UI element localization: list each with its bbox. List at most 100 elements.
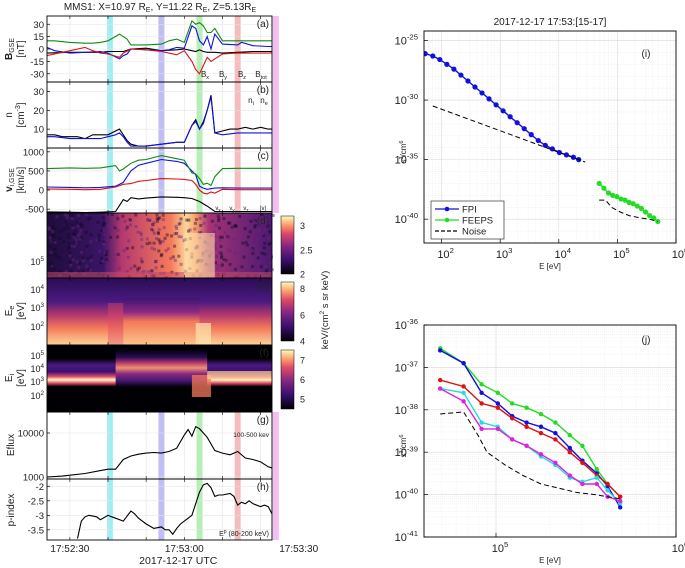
- spectrogram-pixel: [108, 229, 112, 233]
- spectrogram-pixel: [188, 228, 192, 232]
- spectrogram-pixel: [50, 264, 54, 268]
- data-point-FPI: [514, 120, 520, 126]
- spectrogram-pixel: [242, 255, 246, 259]
- x-tick-label: 105: [613, 246, 630, 261]
- series-line-Bx: [47, 47, 272, 54]
- spectrogram-pixel: [151, 223, 155, 227]
- data-point-magenta: [510, 437, 515, 442]
- spectrogram-pixel: [73, 233, 77, 237]
- spectrogram-pixel: [193, 221, 197, 225]
- spectrogram-pixel: [161, 213, 165, 217]
- spectrogram-pixel: [100, 261, 104, 265]
- x-tick-label: 17:52:30: [50, 544, 89, 555]
- spectrogram-pixel: [68, 251, 72, 255]
- spectrogram-pixel: [216, 214, 220, 218]
- spectrogram-pixel: [156, 231, 160, 235]
- spectrogram-pixel: [173, 244, 177, 248]
- spectrogram-pixel: [185, 218, 189, 222]
- spectrogram-pixel: [173, 232, 177, 236]
- data-point-FEEPS: [622, 197, 628, 203]
- spectrogram-pixel: [65, 214, 69, 218]
- spectrogram-pixel: [193, 227, 197, 231]
- spectrogram-pixel: [214, 247, 218, 251]
- spectrogram-pixel: [48, 262, 52, 266]
- spectrogram-pixel: [145, 242, 149, 246]
- spectrogram-pixel: [101, 259, 105, 263]
- spectrogram-pixel: [85, 264, 89, 268]
- colorbar-gradient: [280, 215, 295, 275]
- data-point-blue: [495, 401, 500, 406]
- spectrogram-pixel: [266, 224, 270, 228]
- spectrogram-pixel: [67, 235, 71, 239]
- series-line-Eflux: [47, 425, 272, 478]
- spectrogram-pixel: [116, 217, 120, 221]
- spectrogram-pixel: [67, 245, 71, 249]
- spectrogram-pixel: [75, 260, 79, 264]
- spectrogram-pixel: [177, 235, 181, 239]
- spectrogram-pixel: [265, 268, 269, 272]
- spectrogram-pixel: [228, 262, 232, 266]
- data-point-FPI: [479, 90, 485, 96]
- y-tick-label: -30: [30, 69, 44, 80]
- spectrogram-pixel: [84, 230, 88, 234]
- spectrogram-pixel: [169, 256, 173, 260]
- spectrogram-pixel: [240, 265, 244, 269]
- spectrogram-pixel: [173, 258, 177, 262]
- figure-title: MMS1: X=10.97 RE, Y=11.22 RE, Z=5.13RE: [64, 2, 257, 14]
- spectrogram-pixel: [152, 221, 156, 225]
- spectrogram-pixel: [98, 232, 102, 236]
- spectrogram-pixel: [127, 239, 131, 243]
- y-axis-label: s3/cm6: [399, 140, 408, 163]
- spectrogram-pixel: [53, 241, 57, 245]
- spectrogram-pixel: [155, 219, 159, 223]
- spectrogram-feature: [191, 375, 211, 397]
- spectrogram-pixel: [140, 237, 144, 241]
- y-tick-label: 104: [30, 284, 44, 295]
- spectrogram-pixel: [51, 229, 55, 233]
- spectrogram-pixel: [215, 255, 219, 259]
- x-tick-label: 17:53:30: [279, 544, 318, 555]
- legend-marker: [444, 206, 450, 212]
- spectrogram-pixel: [249, 219, 253, 223]
- spectrogram-pixel: [222, 217, 226, 221]
- spectrogram-pixel: [219, 245, 223, 249]
- spectrogram-pixel: [238, 215, 242, 219]
- data-point-blue: [553, 430, 558, 436]
- spectrogram-pixel: [179, 217, 183, 221]
- panel-label-b: (b): [257, 85, 269, 96]
- spectrogram-pixel: [81, 269, 85, 273]
- data-point-FEEPS: [655, 218, 661, 225]
- x-tick-label: 17:53:00: [165, 544, 204, 555]
- panel-label-d: (d): [257, 216, 269, 227]
- spectrogram-pixel: [268, 255, 272, 259]
- spectrogram-pixel: [139, 257, 143, 261]
- spectrogram-pixel: [126, 255, 130, 259]
- spectrogram-pixel: [202, 221, 206, 225]
- spectrogram-pixel: [264, 264, 268, 268]
- spectrogram-pixel: [244, 240, 248, 244]
- spectrogram-pixel: [182, 239, 186, 243]
- data-point-red: [580, 460, 585, 465]
- spectrogram-pixel: [233, 224, 237, 228]
- spectrogram-pixel: [58, 270, 62, 274]
- panel-c: 1000 500 0 -500: [23, 147, 272, 216]
- legend-label: FPI: [462, 205, 477, 216]
- spectrogram-pixel: [123, 219, 127, 223]
- spectrogram-pixel: [150, 269, 154, 273]
- spectrogram-pixel: [228, 221, 232, 225]
- spectrogram-pixel: [63, 227, 67, 231]
- spectrogram-pixel: [122, 249, 126, 253]
- data-point-FPI: [437, 56, 443, 63]
- spectrogram-pixel: [99, 256, 103, 260]
- data-point-cyan: [479, 420, 484, 425]
- data-point-cyan: [605, 488, 610, 493]
- highlight-band: [158, 479, 165, 540]
- spectrogram-pixel: [65, 217, 69, 221]
- spectrogram-pixel: [214, 261, 218, 265]
- series-line-ne: [47, 96, 272, 147]
- y-tick-label: 10-38: [395, 402, 418, 417]
- y-label-v-unit: [km/s]: [16, 166, 27, 193]
- spectrogram-pixel: [159, 254, 163, 258]
- data-point-magenta: [524, 443, 529, 449]
